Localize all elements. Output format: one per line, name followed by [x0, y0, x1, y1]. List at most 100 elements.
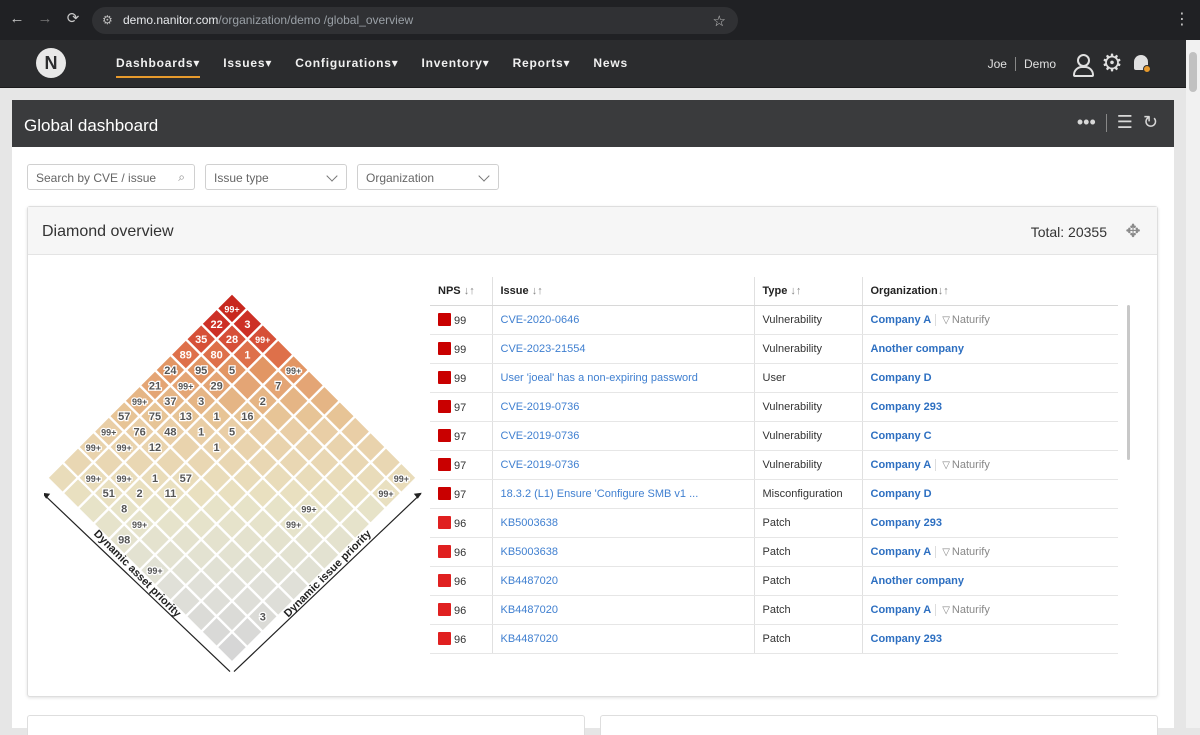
bell-icon[interactable]	[1132, 53, 1152, 75]
diamond-cell[interactable]	[278, 539, 309, 570]
diamond-cell[interactable]	[201, 431, 232, 463]
issue-cell[interactable]: CVE-2019-0736	[491, 450, 754, 480]
diamond-cell[interactable]	[293, 555, 325, 586]
diamond-cell[interactable]	[278, 508, 309, 540]
diamond-cell[interactable]	[370, 447, 402, 478]
diamond-cell[interactable]	[216, 508, 248, 540]
search-input[interactable]: Search by CVE / issue ⌕	[27, 164, 195, 190]
diamond-cell[interactable]	[186, 447, 217, 478]
issue-type-select[interactable]: Issue type	[205, 164, 347, 190]
diamond-cell[interactable]	[139, 462, 171, 493]
diamond-cell[interactable]	[201, 493, 232, 524]
diamond-cell[interactable]	[278, 354, 309, 386]
diamond-cell[interactable]	[170, 401, 201, 432]
issue-link[interactable]: CVE-2019-0736	[500, 400, 580, 413]
diamond-cell[interactable]	[324, 401, 355, 432]
organization-select[interactable]: Organization	[357, 164, 499, 190]
diamond-cell[interactable]	[247, 508, 278, 540]
diamond-cell[interactable]	[232, 339, 263, 370]
diamond-cell[interactable]	[78, 462, 109, 493]
diamond-cell[interactable]	[309, 385, 340, 416]
diamond-cell[interactable]	[47, 462, 78, 493]
diamond-cell[interactable]	[139, 555, 171, 586]
diamond-cell[interactable]	[109, 524, 140, 555]
diamond-cell[interactable]	[386, 462, 417, 493]
diamond-cell[interactable]	[155, 478, 186, 509]
diamond-cell[interactable]	[232, 431, 263, 463]
diamond-cell[interactable]	[324, 431, 355, 463]
diamond-cell[interactable]	[186, 324, 217, 355]
table-row[interactable]: 97 18.3.2 (L1) Ensure 'Configure SMB v1 .…	[430, 479, 1118, 509]
table-scrollbar[interactable]	[1127, 305, 1130, 460]
issue-link[interactable]: KB4487020	[500, 632, 559, 645]
diamond-cell[interactable]	[247, 601, 278, 632]
issue-cell[interactable]: CVE-2019-0736	[491, 421, 754, 451]
diamond-cell[interactable]	[78, 493, 109, 524]
diamond-cell[interactable]	[124, 447, 155, 478]
issue-link[interactable]: KB5003638	[500, 545, 559, 558]
diamond-cell[interactable]	[155, 416, 186, 447]
issue-cell[interactable]: KB4487020	[491, 624, 754, 654]
issue-link[interactable]: KB4487020	[500, 574, 559, 587]
org-cell[interactable]: Company A ▽ Naturify	[861, 450, 1118, 480]
issue-cell[interactable]: KB5003638	[491, 537, 754, 567]
diamond-cell[interactable]	[216, 539, 248, 570]
table-row[interactable]: 97 CVE-2019-0736 Vulnerability Company C	[430, 421, 1118, 451]
issue-link[interactable]: 18.3.2 (L1) Ensure 'Configure SMB v1 ...	[500, 487, 699, 500]
diamond-cell[interactable]	[324, 524, 355, 555]
org-link[interactable]: Company 293	[870, 632, 943, 645]
diamond-cell[interactable]	[247, 354, 278, 386]
org-link[interactable]: Company 293	[870, 516, 943, 529]
issue-cell[interactable]: CVE-2023-21554	[491, 334, 754, 364]
diamond-cell[interactable]	[109, 493, 140, 524]
issue-link[interactable]: CVE-2023-21554	[500, 342, 586, 355]
org-link[interactable]: Another company	[870, 342, 965, 355]
diamond-cell[interactable]	[201, 339, 232, 370]
col-issue[interactable]: Issue ↓↑	[491, 277, 754, 306]
diamond-cell[interactable]	[78, 431, 109, 463]
issue-cell[interactable]: 18.3.2 (L1) Ensure 'Configure SMB v1 ...	[491, 479, 754, 509]
diamond-cell[interactable]	[232, 493, 263, 524]
diamond-cell[interactable]	[62, 478, 94, 509]
diamond-cell[interactable]	[170, 339, 201, 370]
table-row[interactable]: 96 KB5003638 Patch Company 293	[430, 508, 1118, 538]
diamond-cell[interactable]	[309, 447, 340, 478]
diamond-cell[interactable]	[124, 508, 155, 540]
org-cell[interactable]: Another company	[861, 334, 1118, 364]
diamond-cell[interactable]	[232, 370, 263, 401]
diamond-cell[interactable]	[340, 416, 371, 447]
diamond-cell[interactable]	[293, 431, 325, 463]
diamond-cell[interactable]	[232, 555, 263, 586]
browser-menu-icon[interactable]: ⋮	[1174, 11, 1190, 28]
org-link[interactable]: Company D	[870, 371, 932, 384]
refresh-icon[interactable]: ↻	[1142, 112, 1158, 132]
org-cell[interactable]: Company A ▽ Naturify	[861, 305, 1118, 335]
diamond-cell[interactable]	[216, 570, 248, 601]
nav-dashboards[interactable]: Dashboards▾	[116, 56, 201, 78]
diamond-cell[interactable]	[186, 416, 217, 447]
diamond-cell[interactable]	[216, 478, 248, 509]
diamond-cell[interactable]	[293, 370, 325, 401]
diamond-cell[interactable]	[93, 416, 124, 447]
diamond-cell[interactable]	[247, 447, 278, 478]
diamond-cell[interactable]	[109, 462, 140, 493]
issue-cell[interactable]: CVE-2019-0736	[491, 392, 754, 422]
page-scrollbar[interactable]	[1186, 40, 1200, 728]
diamond-cell[interactable]	[170, 462, 201, 493]
diamond-cell[interactable]	[139, 401, 171, 432]
issue-link[interactable]: CVE-2019-0736	[500, 458, 580, 471]
diamond-cell[interactable]	[263, 462, 294, 493]
diamond-cell[interactable]	[247, 416, 278, 447]
diamond-cell[interactable]	[309, 416, 340, 447]
diamond-cell[interactable]	[139, 524, 171, 555]
diamond-cell[interactable]	[124, 385, 155, 416]
diamond-cell[interactable]	[293, 401, 325, 432]
sliders-icon[interactable]: ☰	[1116, 112, 1133, 132]
user-name[interactable]: Joe	[987, 57, 1007, 71]
diamond-cell[interactable]	[124, 416, 155, 447]
diamond-cell[interactable]	[139, 431, 171, 463]
diamond-cell[interactable]	[324, 462, 355, 493]
diamond-cell[interactable]	[216, 324, 248, 355]
org-cell[interactable]: Company A ▽ Naturify	[861, 595, 1118, 625]
diamond-cell[interactable]	[186, 570, 217, 601]
